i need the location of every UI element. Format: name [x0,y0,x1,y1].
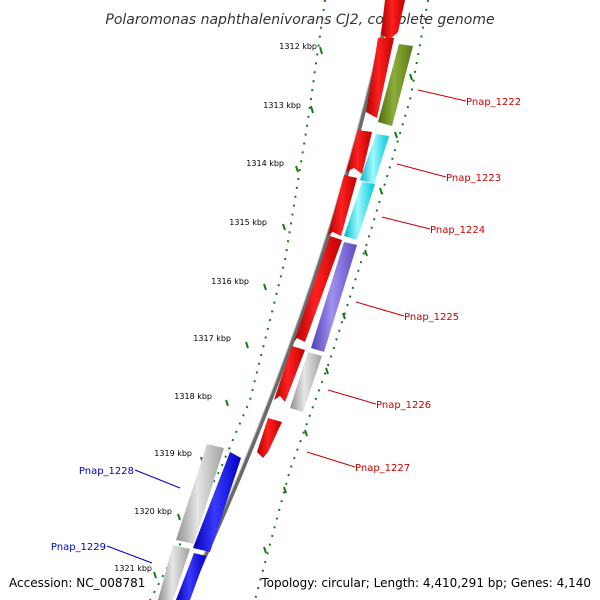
gene-label-pnap-1225[interactable]: Pnap_1225 [404,312,459,323]
gene-label-pnap-1222[interactable]: Pnap_1222 [466,97,521,108]
cds-track-left [158,444,241,600]
gene-feature-pnap-1223[interactable] [360,134,389,184]
gene-feature-pnap-1229[interactable] [176,553,206,600]
leader-line [306,451,356,468]
gene-feature-grey[interactable] [176,444,224,544]
tick-labels: 1312 kbp 1313 kbp 1314 kbp 1315 kbp 1316… [114,42,317,573]
tick-label-1312: 1312 kbp [279,42,317,51]
tick-label-1320: 1320 kbp [134,507,172,516]
tick-label-1314: 1314 kbp [246,159,284,168]
gene-feature[interactable] [381,0,405,40]
gene-feature-pnap-1226[interactable] [290,352,322,412]
leader-line [355,301,405,317]
gene-label-pnap-1226[interactable]: Pnap_1226 [376,400,431,411]
gene-feature[interactable] [366,38,394,118]
gene-feature[interactable] [346,130,372,174]
gene-feature[interactable] [294,236,342,342]
leader-line [106,545,153,564]
leader-line [417,89,467,102]
cds-track-colored [290,44,413,412]
leader-line [381,216,431,230]
tick-label-1319: 1319 kbp [154,449,192,458]
left-gene-labels: Pnap_1228 Pnap_1229 [51,466,181,564]
gene-label-pnap-1229[interactable]: Pnap_1229 [51,542,106,553]
gene-feature[interactable] [328,175,357,236]
right-tick-track [254,0,429,600]
gene-feature[interactable] [257,418,282,458]
right-major-ticks [263,73,413,554]
gene-label-pnap-1228[interactable]: Pnap_1228 [79,466,134,477]
gene-label-pnap-1223[interactable]: Pnap_1223 [446,173,501,184]
tick-label-1317: 1317 kbp [193,334,231,343]
gene-feature-pnap-1222[interactable] [378,44,413,126]
gene-feature-pnap-1224[interactable] [344,182,375,240]
gene-feature[interactable] [274,346,305,402]
gene-feature-pnap-1225[interactable] [311,242,357,352]
right-gene-labels: Pnap_1222 Pnap_1223 Pnap_1224 Pnap_1225 … [306,89,521,474]
genome-summary-text: Topology: circular; Length: 4,410,291 bp… [260,576,591,590]
tick-label-1315: 1315 kbp [229,218,267,227]
gene-feature-grey[interactable] [158,545,190,600]
leader-line [134,469,181,489]
gene-label-pnap-1227[interactable]: Pnap_1227 [355,463,410,474]
accession-text: Accession: NC_008781 [9,576,145,590]
map-title: Polaromonas naphthalenivorans CJ2, compl… [105,12,494,28]
leader-line [327,389,377,405]
gene-feature-pnap-1228[interactable] [193,452,241,552]
tick-label-1318: 1318 kbp [174,392,212,401]
cds-track-red [257,0,405,458]
left-tick-track [149,0,326,600]
leader-line [396,163,447,178]
tick-label-1313: 1313 kbp [263,101,301,110]
left-major-ticks [153,46,323,579]
tick-label-1316: 1316 kbp [211,277,249,286]
gene-label-pnap-1224[interactable]: Pnap_1224 [430,225,485,236]
tick-label-1321: 1321 kbp [114,564,152,573]
